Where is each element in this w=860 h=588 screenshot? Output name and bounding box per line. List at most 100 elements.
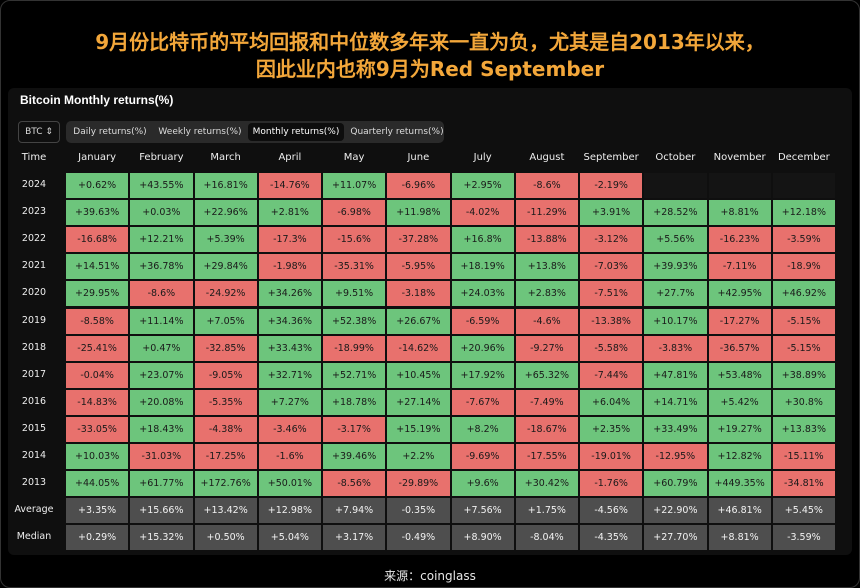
return-cell: +5.04% (258, 525, 321, 551)
return-cell: +39.46% (323, 444, 386, 469)
return-cell: -1.76% (580, 471, 643, 497)
return-cell: -0.49% (387, 525, 450, 551)
return-cell: +13.8% (515, 254, 578, 280)
return-cell: -8.6% (515, 173, 578, 198)
return-cell: +7.27% (258, 389, 321, 415)
return-cell: +3.17% (323, 525, 386, 551)
asset-selector[interactable]: BTC ⇕ (18, 121, 60, 143)
return-cell: +39.93% (644, 254, 707, 280)
empty-cell (644, 173, 707, 198)
return-cell: -35.31% (323, 254, 386, 280)
tab[interactable]: Weekly returns(%) (158, 127, 242, 137)
return-cell: -17.55% (515, 444, 578, 469)
return-cell: +0.50% (194, 525, 257, 551)
return-cell: +2.81% (258, 200, 321, 226)
return-cell: -7.11% (708, 254, 771, 280)
row-label: 2021 (21, 260, 47, 272)
return-cell: -5.58% (580, 335, 643, 361)
return-cell: -9.05% (194, 362, 257, 388)
column-header: October (655, 152, 696, 163)
return-cell: -4.56% (580, 498, 643, 524)
tab-bar: Daily returns(%) Weekly returns(%) Monthly… (66, 121, 444, 143)
tab[interactable]: Quarterly returns(%) (350, 127, 444, 137)
row-label: Median (16, 531, 52, 543)
column-header: January (78, 152, 117, 163)
return-cell: +15.66% (130, 498, 193, 524)
return-cell: +10.45% (387, 362, 450, 388)
return-cell: +18.78% (323, 389, 386, 415)
return-cell: +17.92% (451, 362, 514, 388)
tab[interactable]: Monthly returns(%) (248, 123, 344, 141)
return-cell: +18.43% (130, 416, 193, 442)
card-title: Bitcoin Monthly returns(%) (20, 93, 174, 107)
return-cell: +53.48% (708, 362, 771, 388)
return-cell: +26.67% (387, 308, 450, 334)
return-cell: +27.14% (387, 389, 450, 415)
return-cell: +3.35% (66, 498, 129, 524)
return-cell: -7.49% (515, 389, 578, 415)
card: Bitcoin Monthly returns(%) BTC ⇕ Daily r… (8, 88, 852, 555)
return-cell: -3.83% (644, 335, 707, 361)
return-cell: +65.32% (515, 362, 578, 388)
headline: 因此业内也称9月为Red September (255, 57, 605, 81)
return-cell: -3.18% (387, 281, 450, 307)
return-cell: -24.92% (194, 281, 257, 307)
return-cell: +30.8% (772, 389, 835, 415)
return-cell: -4.6% (515, 308, 578, 334)
return-cell: -19.01% (580, 444, 643, 469)
return-cell: +33.49% (644, 416, 707, 442)
return-cell: -3.17% (323, 416, 386, 442)
row-label: 2024 (21, 179, 47, 190)
return-cell: -14.83% (66, 389, 129, 415)
row-label: 2013 (21, 477, 47, 489)
return-cell: -6.98% (323, 200, 386, 226)
return-cell: +8.81% (708, 525, 771, 551)
return-cell: +5.39% (194, 227, 257, 253)
return-cell: -9.69% (451, 444, 514, 469)
return-cell: +11.14% (130, 308, 193, 334)
return-cell: +8.90% (451, 525, 514, 551)
return-cell: -1.6% (258, 444, 321, 469)
return-cell: +14.51% (66, 254, 129, 280)
return-cell: -15.6% (323, 227, 386, 253)
return-cell: +18.19% (451, 254, 514, 280)
row-label: 2020 (21, 287, 47, 299)
return-cell: -5.35% (194, 389, 257, 415)
return-cell: +3.91% (580, 200, 643, 226)
return-cell: +38.89% (772, 362, 835, 388)
row-label: 2019 (21, 314, 47, 326)
selector-label: BTC (25, 127, 43, 137)
return-cell: -29.89% (387, 471, 450, 497)
return-cell: -15.11% (772, 444, 835, 469)
return-cell: +13.42% (194, 498, 257, 524)
return-cell: +5.42% (708, 389, 771, 415)
return-cell: +1.75% (515, 498, 578, 524)
return-cell: +7.05% (194, 308, 257, 334)
return-cell: +0.47% (130, 335, 193, 361)
return-cell: +12.82% (708, 444, 771, 469)
return-cell: -8.04% (515, 525, 578, 551)
return-cell: +10.03% (66, 444, 129, 469)
return-cell: -4.02% (451, 200, 514, 226)
tab[interactable]: Daily returns(%) (73, 127, 147, 137)
return-cell: +12.21% (130, 227, 193, 253)
return-cell: +24.03% (451, 281, 514, 307)
return-cell: +10.17% (644, 308, 707, 334)
return-cell: +449.35% (708, 471, 771, 497)
return-cell: +20.08% (130, 389, 193, 415)
return-cell: +5.56% (644, 227, 707, 253)
return-cell: -17.25% (194, 444, 257, 469)
return-cell: +22.96% (194, 200, 257, 226)
return-cell: +34.36% (258, 308, 321, 334)
headline: 9月份比特币的平均回报和中位数多年来一直为负，尤其是自2013年以来， (95, 30, 765, 54)
return-cell: +47.81% (644, 362, 707, 388)
return-cell: +33.43% (258, 335, 321, 361)
return-cell: +22.90% (644, 498, 707, 524)
return-cell: +12.18% (772, 200, 835, 226)
column-header: May (343, 152, 365, 163)
return-cell: -3.46% (258, 416, 321, 442)
row-label: Average (14, 504, 54, 516)
return-cell: +52.71% (323, 362, 386, 388)
return-cell: -2.19% (580, 173, 643, 198)
